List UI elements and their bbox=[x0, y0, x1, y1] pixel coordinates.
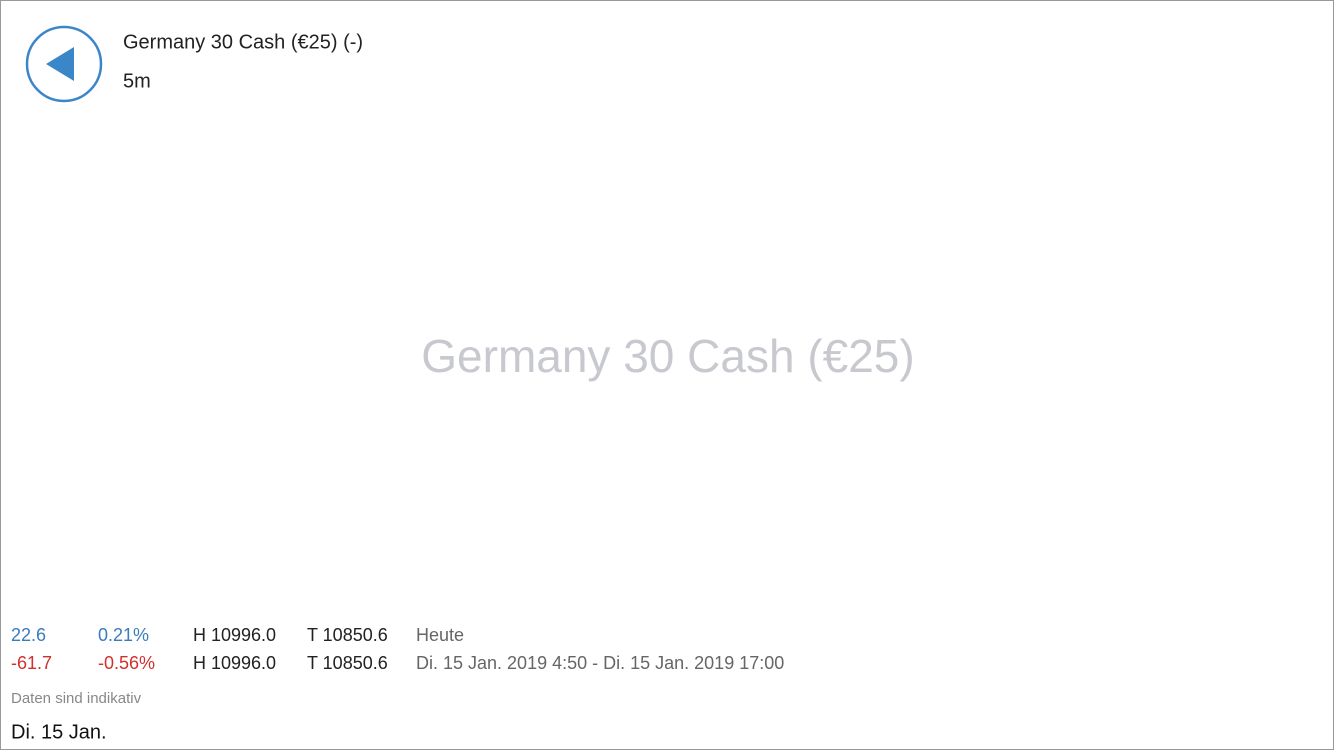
high: H 10996.0 bbox=[193, 625, 276, 645]
low: T 10850.6 bbox=[307, 653, 388, 673]
date-bg bbox=[2, 718, 128, 748]
percent: -0.56% bbox=[98, 653, 155, 673]
low: T 10850.6 bbox=[307, 625, 388, 645]
change: -61.7 bbox=[11, 653, 52, 673]
date-label: Di. 15 Jan. bbox=[11, 721, 107, 743]
interval: 5m bbox=[123, 70, 151, 92]
percent: 0.21% bbox=[98, 625, 149, 645]
high: H 10996.0 bbox=[193, 653, 276, 673]
change: 22.6 bbox=[11, 625, 46, 645]
period: Di. 15 Jan. 2019 4:50 - Di. 15 Jan. 2019… bbox=[416, 653, 784, 673]
note: Daten sind indikativ bbox=[11, 690, 142, 707]
back-arrow bbox=[46, 47, 74, 81]
instrument-title: Germany 30 Cash (€25) (-) bbox=[123, 31, 363, 53]
watermark: Germany 30 Cash (€25) bbox=[421, 330, 914, 382]
period: Heute bbox=[416, 625, 464, 645]
